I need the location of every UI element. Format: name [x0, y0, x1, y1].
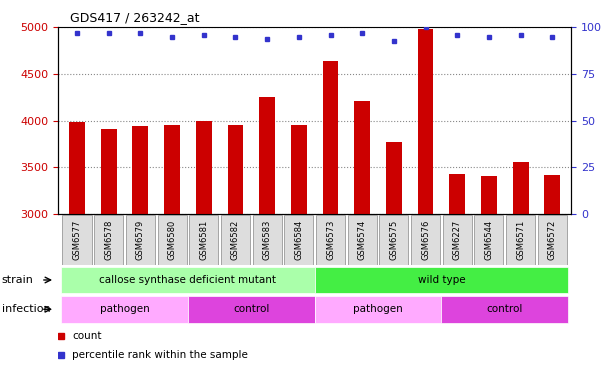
- Text: GSM6580: GSM6580: [167, 220, 177, 260]
- Bar: [133, 126, 148, 214]
- Bar: [315, 266, 568, 294]
- Text: GSM6571: GSM6571: [516, 220, 525, 260]
- Bar: [513, 162, 529, 214]
- Bar: [315, 296, 441, 323]
- Bar: [506, 214, 535, 265]
- Bar: [158, 214, 187, 265]
- Bar: [474, 214, 503, 265]
- Bar: [189, 214, 218, 265]
- Bar: [61, 296, 188, 323]
- Bar: [252, 214, 282, 265]
- Bar: [259, 97, 275, 214]
- Bar: [62, 214, 92, 265]
- Text: strain: strain: [2, 275, 34, 285]
- Bar: [386, 142, 402, 214]
- Text: GSM6227: GSM6227: [453, 220, 462, 260]
- Text: GSM6579: GSM6579: [136, 220, 145, 260]
- Text: GSM6581: GSM6581: [199, 220, 208, 260]
- Bar: [291, 126, 307, 214]
- Bar: [101, 129, 117, 214]
- Text: GSM6544: GSM6544: [485, 220, 494, 260]
- Bar: [544, 175, 560, 214]
- Text: GSM6573: GSM6573: [326, 220, 335, 260]
- Bar: [221, 214, 250, 265]
- Text: GSM6584: GSM6584: [295, 220, 303, 260]
- Bar: [379, 214, 408, 265]
- Bar: [538, 214, 567, 265]
- Text: count: count: [72, 331, 101, 341]
- Text: GSM6583: GSM6583: [263, 220, 272, 260]
- Text: GDS417 / 263242_at: GDS417 / 263242_at: [70, 11, 200, 24]
- Text: GSM6582: GSM6582: [231, 220, 240, 260]
- Text: GSM6577: GSM6577: [73, 220, 81, 260]
- Bar: [323, 61, 338, 214]
- Text: pathogen: pathogen: [100, 304, 150, 314]
- Bar: [481, 176, 497, 214]
- Bar: [188, 296, 315, 323]
- Bar: [316, 214, 345, 265]
- Text: GSM6574: GSM6574: [357, 220, 367, 260]
- Text: pathogen: pathogen: [353, 304, 403, 314]
- Bar: [441, 296, 568, 323]
- Text: wild type: wild type: [417, 275, 465, 285]
- Bar: [196, 121, 211, 214]
- Bar: [126, 214, 155, 265]
- Bar: [411, 214, 440, 265]
- Bar: [284, 214, 313, 265]
- Text: GSM6572: GSM6572: [548, 220, 557, 260]
- Bar: [449, 173, 465, 214]
- Text: infection: infection: [2, 304, 51, 314]
- Bar: [227, 126, 243, 214]
- Bar: [164, 124, 180, 214]
- Bar: [94, 214, 123, 265]
- Text: percentile rank within the sample: percentile rank within the sample: [72, 351, 248, 361]
- Bar: [348, 214, 377, 265]
- Text: control: control: [233, 304, 269, 314]
- Bar: [61, 266, 315, 294]
- Text: callose synthase deficient mutant: callose synthase deficient mutant: [100, 275, 276, 285]
- Bar: [354, 101, 370, 214]
- Bar: [69, 122, 85, 214]
- Text: control: control: [486, 304, 523, 314]
- Text: GSM6575: GSM6575: [389, 220, 398, 260]
- Bar: [418, 29, 433, 214]
- Bar: [442, 214, 472, 265]
- Text: GSM6576: GSM6576: [421, 220, 430, 260]
- Text: GSM6578: GSM6578: [104, 220, 113, 260]
